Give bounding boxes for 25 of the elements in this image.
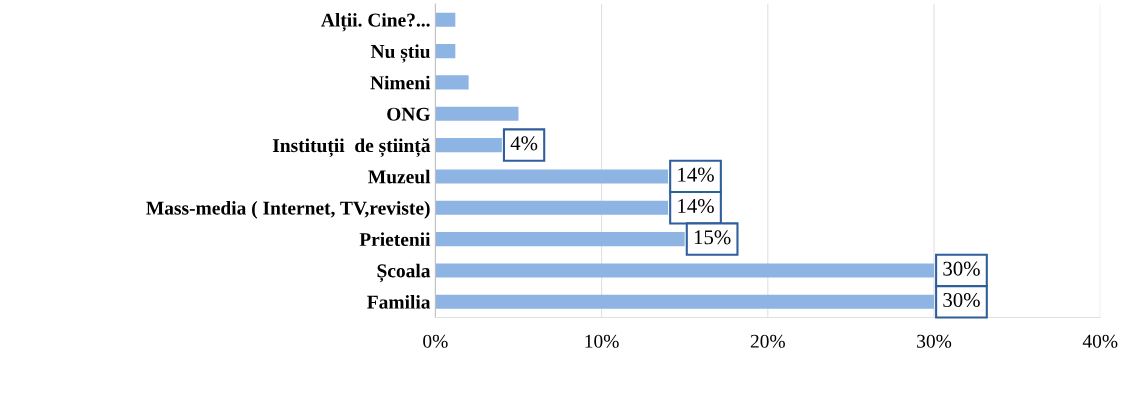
y-tick-label: Școala <box>377 263 431 283</box>
data-label: 30% <box>943 292 980 308</box>
y-tick-label: Prietenii <box>359 232 431 247</box>
y-tick-label: Nimeni <box>370 75 431 90</box>
data-label: 14% <box>678 198 714 214</box>
y-tick-label: Nu știu <box>370 44 430 63</box>
bar <box>435 106 519 121</box>
bar <box>435 75 469 90</box>
data-label: 14% <box>678 167 714 182</box>
y-tick-label: Alții. Cine?... <box>321 12 430 32</box>
y-tick-label: Muzeul <box>368 169 431 184</box>
y-tick-label: Instituții de știință <box>272 138 431 157</box>
y-tick-label: ONG <box>387 107 430 121</box>
data-label: 30% <box>943 261 980 276</box>
y-tick-label: Mass-media ( Internet, TV,reviste) <box>146 201 430 219</box>
x-tick-label: 0% <box>423 334 448 348</box>
x-tick-label: 20% <box>750 334 785 348</box>
bar <box>435 12 456 27</box>
x-tick-label: 10% <box>585 334 619 348</box>
data-label: 15% <box>694 230 731 245</box>
data-label: 4% <box>510 136 538 151</box>
y-tick-label: Familia <box>367 295 431 309</box>
bar <box>435 44 456 59</box>
x-tick-label: 40% <box>1082 334 1118 348</box>
x-tick-label: 30% <box>917 334 952 348</box>
